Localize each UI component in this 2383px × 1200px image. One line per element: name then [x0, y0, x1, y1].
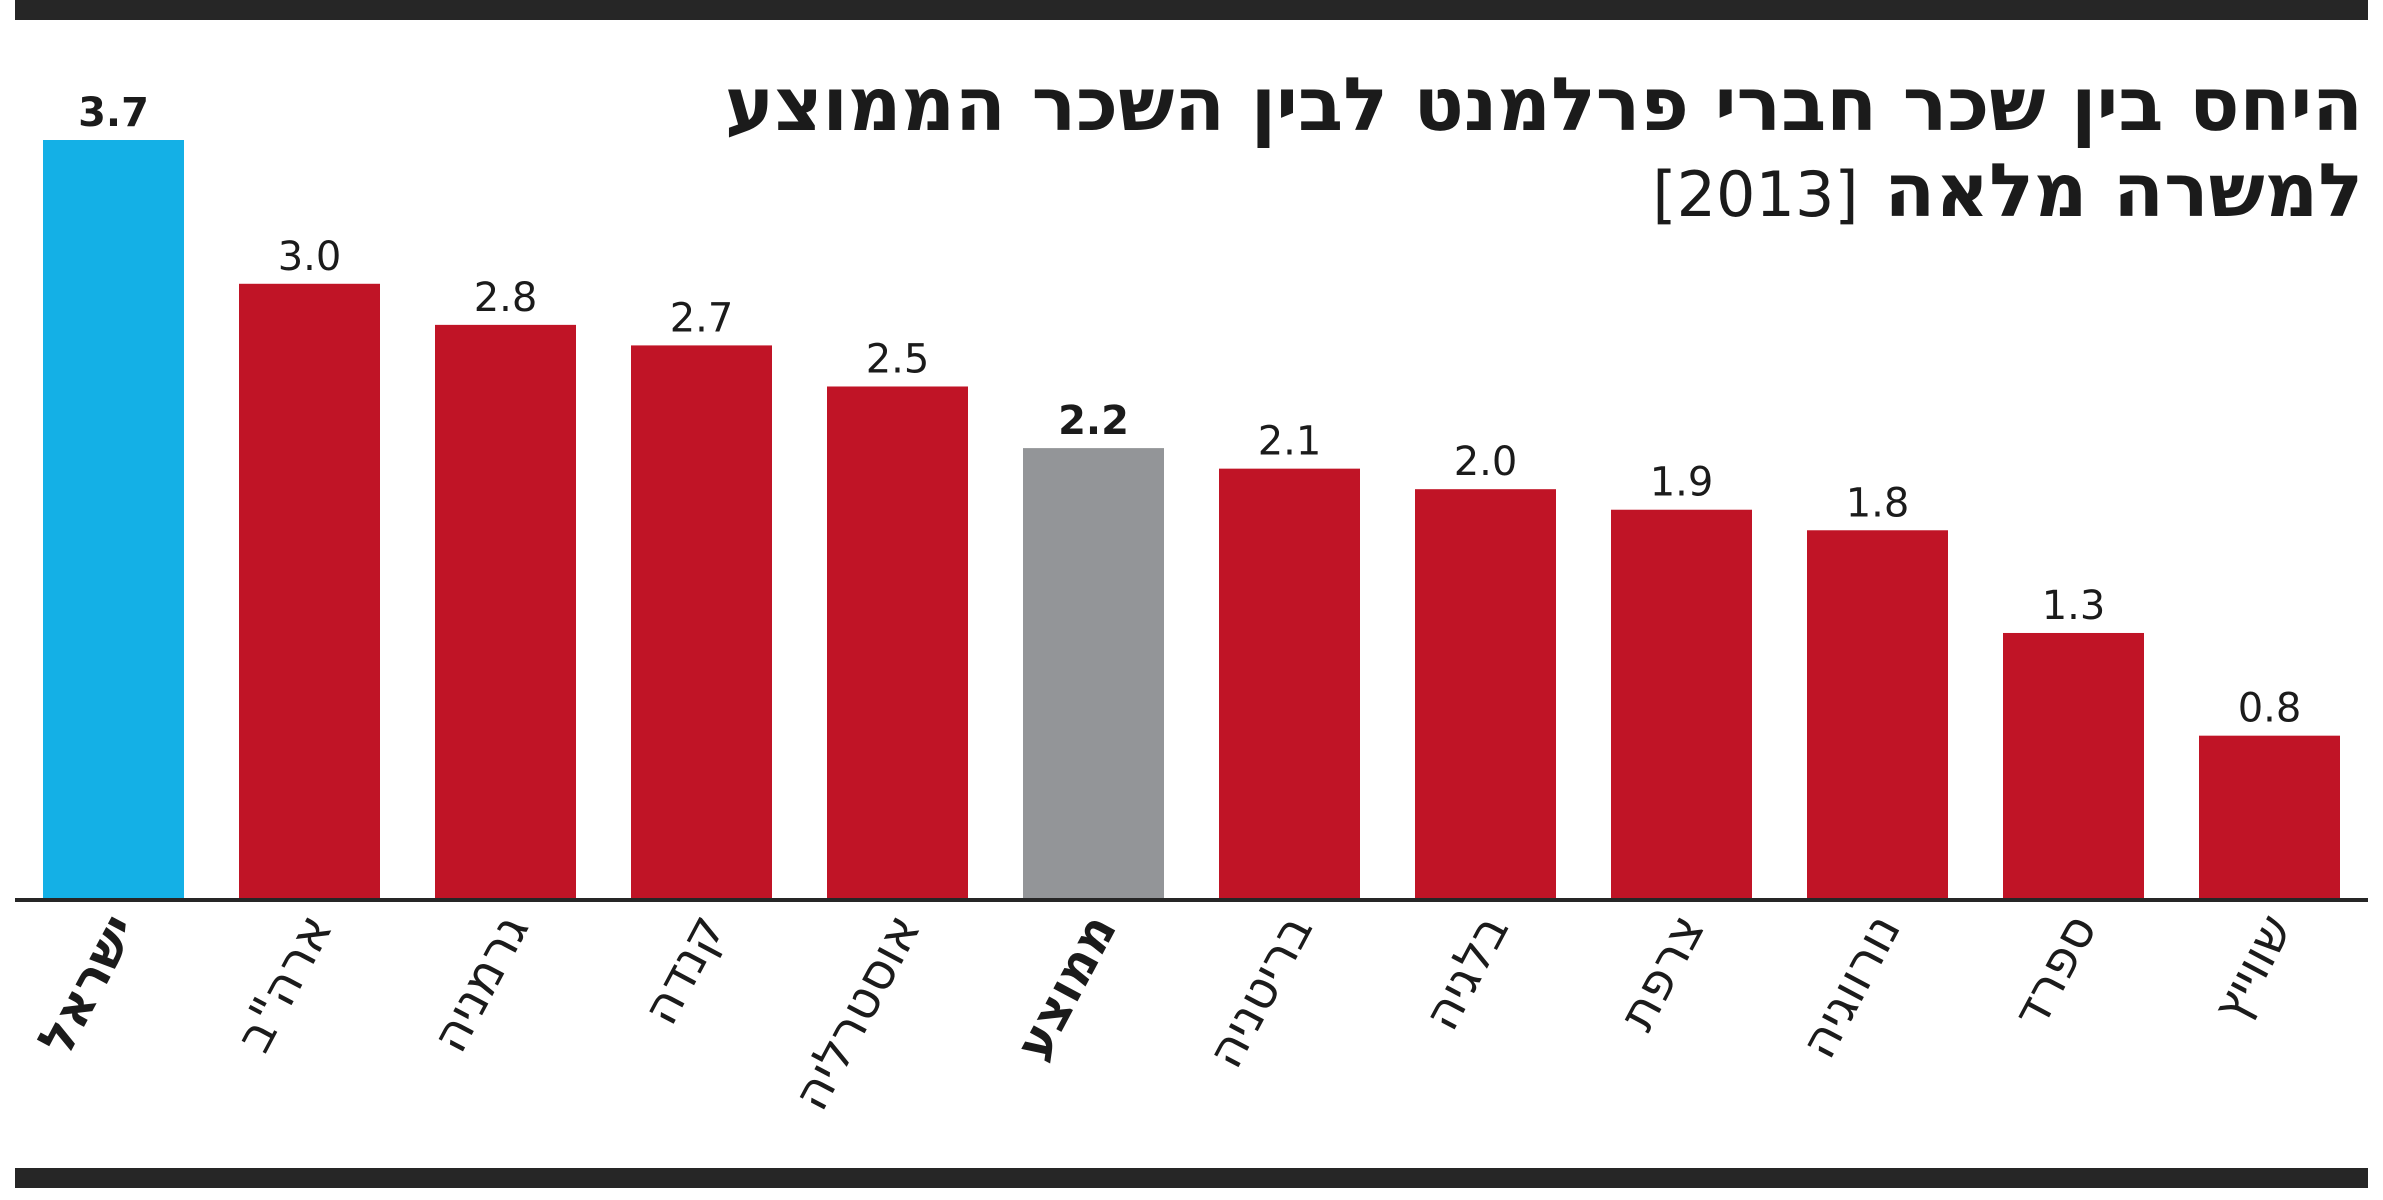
- value-label-4: 2.5: [866, 336, 930, 382]
- category-label-7: בלגיה: [1412, 905, 1520, 1040]
- value-label-2: 2.8: [474, 275, 538, 321]
- bar-8: [1611, 509, 1752, 900]
- top-rule: [15, 0, 2368, 20]
- value-label-0: 3.7: [78, 90, 149, 136]
- bars-group: [43, 140, 2340, 901]
- bar-6: [1219, 468, 1360, 900]
- bottom-rule: [15, 1168, 2368, 1188]
- title-line-2: למשרה מלאה [2013]: [725, 148, 2363, 238]
- bar-5: [1023, 448, 1164, 900]
- value-label-10: 1.3: [2042, 583, 2106, 629]
- category-label-6: בריטניה: [1196, 905, 1324, 1078]
- value-labels-group: 3.7 3.0 2.8 2.7 2.5 2.2 2.1 2.0 1.9 1.8 1.3 0.8: [78, 90, 2301, 732]
- category-label-8: צרפת: [1608, 905, 1716, 1040]
- category-label-1: ארה"ב: [224, 905, 344, 1061]
- value-label-11: 0.8: [2238, 686, 2302, 732]
- bar-1: [239, 283, 380, 900]
- bar-11: [2199, 735, 2340, 900]
- value-label-6: 2.1: [1258, 419, 1322, 465]
- bar-9: [1807, 530, 1948, 900]
- category-label-11: שווייץ: [2200, 905, 2304, 1031]
- category-labels-group: ישראל ארה"ב גרמניה קנדה אוסטרליה ממוצע בריטניה…: [27, 905, 2304, 1120]
- category-label-9: נורווגיה: [1789, 905, 1912, 1068]
- title-line-1: היחס בין שכר חברי פרלמנט לבין השכר הממוצ…: [724, 62, 2363, 148]
- category-label-0: ישראל: [27, 905, 148, 1064]
- category-label-10: ספרד: [2001, 905, 2108, 1037]
- bar-2: [435, 324, 576, 900]
- title-year: [2013]: [1652, 158, 1859, 231]
- bar-0: [43, 140, 184, 900]
- category-label-4: אוסטרליה: [781, 905, 932, 1120]
- value-label-7: 2.0: [1454, 439, 1518, 485]
- category-label-2: גרמניה: [420, 905, 540, 1062]
- value-label-8: 1.9: [1650, 460, 1714, 506]
- bar-7: [1415, 489, 1556, 900]
- bar-10: [2003, 632, 2144, 900]
- chart-title: היחס בין שכר חברי פרלמנט לבין השכר הממוצ…: [725, 62, 2363, 238]
- value-label-1: 3.0: [278, 234, 342, 280]
- category-label-5: ממוצע: [1004, 905, 1128, 1070]
- bar-3: [631, 345, 772, 900]
- bar-4: [827, 386, 968, 901]
- category-label-3: קנדה: [631, 905, 736, 1034]
- title-line-2-text: למשרה מלאה: [1884, 148, 2363, 234]
- value-label-9: 1.8: [1846, 480, 1910, 526]
- value-label-5: 2.2: [1058, 398, 1129, 444]
- value-label-3: 2.7: [670, 295, 734, 341]
